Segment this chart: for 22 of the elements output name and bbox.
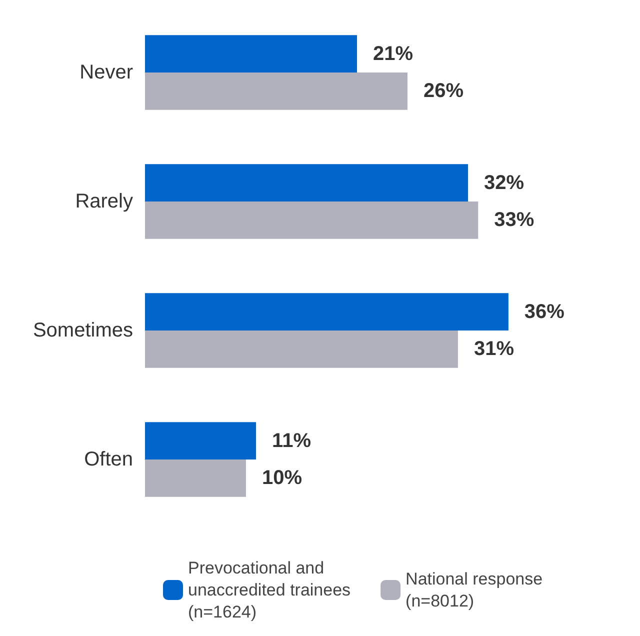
data-label: 33% [494, 209, 534, 232]
bar [145, 72, 408, 110]
data-label: 36% [524, 300, 565, 323]
bar [145, 293, 508, 330]
y-tick-label: Often [84, 448, 133, 470]
data-label: 11% [272, 430, 312, 452]
y-tick-label: Sometimes [32, 320, 133, 342]
data-label: 10% [262, 467, 302, 490]
bar [145, 330, 458, 368]
y-tick-label: Never [80, 62, 134, 84]
data-label: 31% [474, 338, 514, 360]
data-label: 21% [373, 42, 414, 65]
bar [145, 422, 256, 460]
bar [145, 164, 468, 202]
bar [145, 35, 358, 72]
bar [145, 460, 246, 497]
bar [145, 202, 478, 239]
y-tick-label: Rarely [75, 190, 133, 212]
data-label: 26% [423, 80, 464, 102]
data-label: 32% [484, 172, 524, 194]
legend-label: National response (n=8012) [406, 570, 543, 610]
legend-label: Prevocational and unaccredited trainees (n=1624) [188, 558, 351, 622]
